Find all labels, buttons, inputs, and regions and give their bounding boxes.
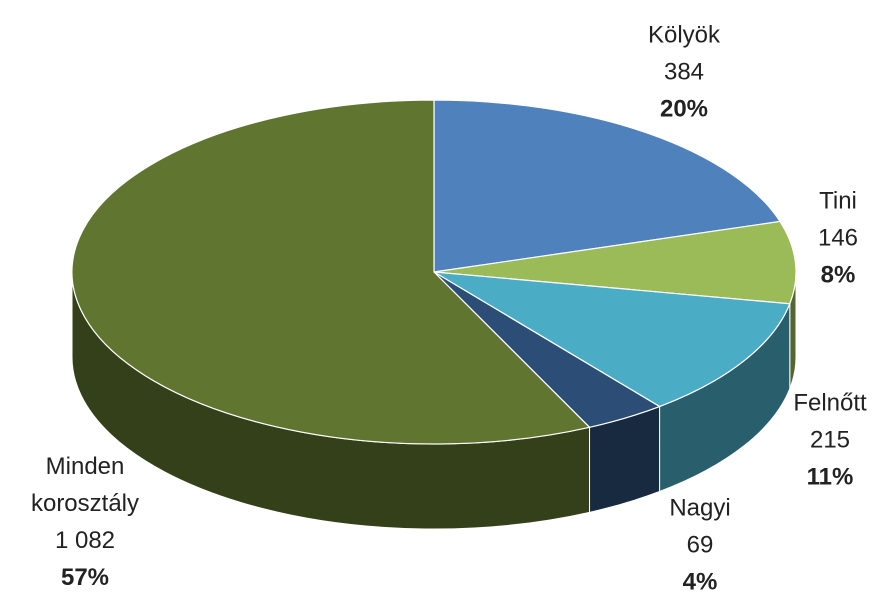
percent-label: 11% — [806, 463, 854, 491]
category-label: Felnőtt — [793, 389, 867, 417]
data-label: Tini 146 8% — [753, 183, 879, 294]
data-label: Minden korosztály 1 082 57% — [10, 448, 160, 596]
percent-label: 20% — [659, 95, 709, 123]
data-label: Kölyök 384 20% — [599, 17, 769, 128]
slice — [433, 220, 797, 305]
percent-label: 8% — [820, 261, 856, 289]
category-label: Minden korosztály — [30, 453, 140, 517]
slice — [71, 99, 591, 445]
value-label: 1 082 — [54, 527, 116, 554]
percent-label: 4% — [682, 568, 718, 596]
category-label: Kölyök — [647, 21, 721, 49]
data-label: Felnőtt 215 11% — [745, 385, 879, 496]
data-label: Nagyi 69 4% — [615, 490, 785, 601]
value-label: 384 — [663, 58, 705, 86]
slice — [433, 271, 791, 408]
category-label: Nagyi — [669, 494, 731, 522]
value-label: 69 — [686, 531, 714, 559]
slice — [433, 99, 782, 273]
percent-label: 57% — [60, 564, 110, 591]
value-label: 146 — [817, 224, 859, 252]
value-label: 215 — [809, 426, 851, 454]
category-label: Tini — [819, 187, 857, 215]
